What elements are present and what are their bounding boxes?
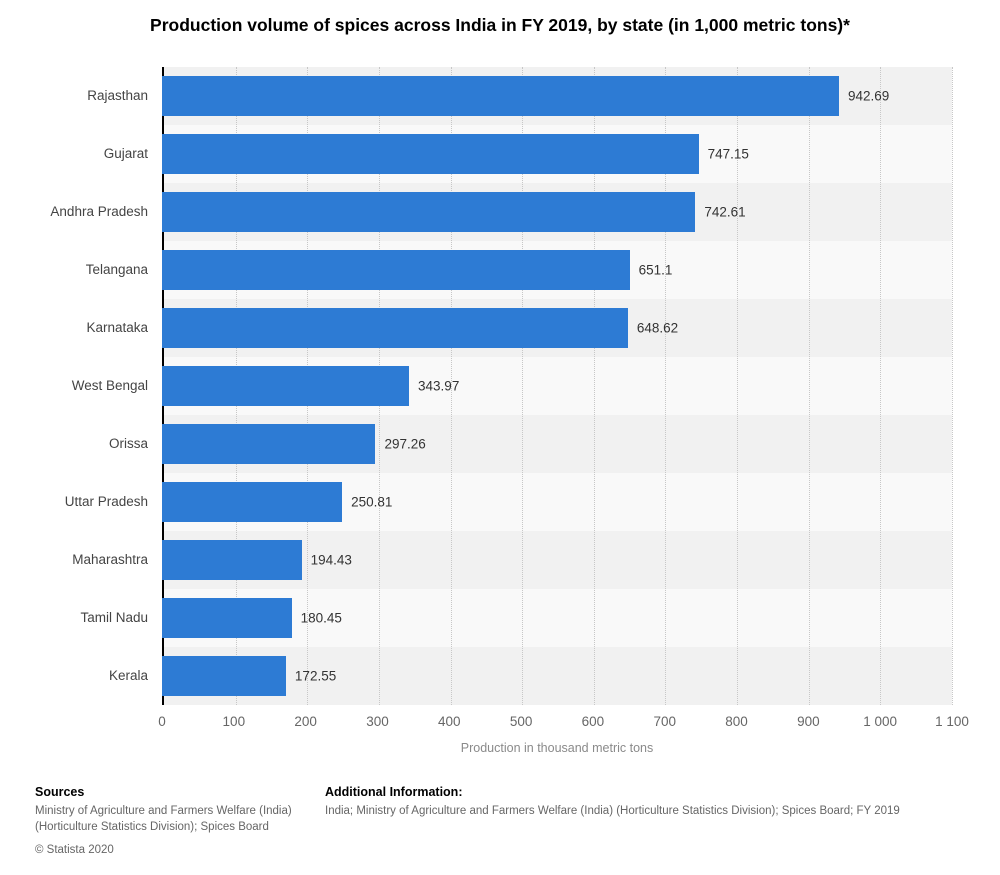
value-label: 297.26 (384, 436, 426, 452)
category-label: Karnataka (86, 320, 148, 336)
bar-chart: Rajasthan 942.69 Gujarat 747.15 Andhra Prade… (0, 66, 1000, 755)
bar-row: Karnataka 648.62 (0, 298, 1000, 357)
category-label: Andhra Pradesh (50, 204, 148, 220)
row-band: 648.62 (162, 298, 952, 357)
chart-title: Production volume of spices across India… (150, 15, 850, 35)
category-label: Orissa (108, 436, 148, 452)
category-label: Tamil Nadu (80, 610, 148, 626)
x-tick-label: 400 (438, 713, 461, 729)
footer: Sources Ministry of Agriculture and Farm… (35, 785, 965, 856)
bar-row: Telangana 651.1 (0, 240, 1000, 299)
category-label: Gujarat (103, 146, 148, 162)
sources-block: Sources Ministry of Agriculture and Farm… (35, 785, 325, 856)
bar-row: Andhra Pradesh 742.61 (0, 182, 1000, 241)
category-label: Kerala (108, 668, 148, 684)
value-label: 747.15 (707, 146, 749, 162)
category-label: Rajasthan (87, 88, 148, 104)
bar[interactable] (162, 365, 410, 406)
x-tick-label: 0 (158, 713, 166, 729)
x-tick-label: 800 (725, 713, 748, 729)
additional-info-text: India; Ministry of Agriculture and Farme… (325, 804, 900, 817)
value-label: 250.81 (351, 494, 393, 510)
bar[interactable] (162, 655, 286, 696)
x-tick-label: 1 000 (863, 713, 898, 729)
bar-row: Kerala 172.55 (0, 646, 1000, 705)
bar[interactable] (162, 539, 302, 580)
bar[interactable] (162, 597, 292, 638)
bar-row: Gujarat 747.15 (0, 124, 1000, 183)
category-label: Uttar Pradesh (64, 494, 148, 510)
sources-line-1: Ministry of Agriculture and Farmers Welf… (35, 804, 292, 817)
x-tick-label: 500 (509, 713, 533, 729)
value-label: 648.62 (636, 320, 679, 336)
x-tick-label: 100 (222, 713, 246, 729)
sources-heading: Sources (35, 784, 85, 799)
row-band: 250.81 (162, 472, 952, 531)
x-tick-label: 700 (653, 713, 676, 729)
bar[interactable] (162, 249, 630, 290)
row-band: 742.61 (162, 182, 952, 241)
value-label: 180.45 (300, 610, 342, 626)
bar-row: Maharashtra 194.43 (0, 530, 1000, 589)
value-label: 343.97 (418, 378, 460, 394)
bar-row: Tamil Nadu 180.45 (0, 588, 1000, 647)
bar[interactable] (162, 307, 628, 348)
value-label: 194.43 (310, 552, 352, 568)
category-label: West Bengal (71, 378, 148, 394)
bar-row: Rajasthan 942.69 (0, 66, 1000, 125)
bar-row: West Bengal 343.97 (0, 356, 1000, 415)
sources-line-2: (Horticulture Statistics Division); Spic… (35, 821, 269, 834)
bar[interactable] (162, 423, 376, 464)
row-band: 180.45 (162, 588, 952, 647)
x-tick-label: 1 100 (935, 713, 969, 729)
row-band: 747.15 (162, 124, 952, 183)
value-label: 651.1 (638, 262, 673, 278)
bar-row: Uttar Pradesh 250.81 (0, 472, 1000, 531)
bar-row: Orissa 297.26 (0, 414, 1000, 473)
row-band: 651.1 (162, 240, 952, 299)
x-tick-label: 900 (797, 713, 820, 729)
x-axis: 0 100 200 300 400 500 600 700 800 900 1 000 1 100 (158, 711, 969, 733)
category-label: Maharashtra (72, 552, 148, 568)
row-band: 343.97 (162, 356, 952, 415)
category-label: Telangana (85, 262, 148, 278)
row-band: 297.26 (162, 414, 952, 473)
bar[interactable] (162, 481, 343, 522)
row-band: 942.69 (162, 66, 952, 125)
value-label: 942.69 (848, 88, 890, 104)
x-axis-label: Production in thousand metric tons (460, 740, 654, 755)
x-tick-label: 300 (366, 713, 389, 729)
x-tick-label: 200 (294, 713, 317, 729)
bar[interactable] (162, 133, 699, 174)
row-band: 172.55 (162, 646, 952, 705)
additional-info-block: Additional Information: India; Ministry … (325, 785, 965, 856)
plot-area: Rajasthan 942.69 Gujarat 747.15 Andhra Prade… (0, 66, 1000, 705)
copyright: © Statista 2020 (35, 844, 114, 857)
row-band: 194.43 (162, 530, 952, 589)
bar[interactable] (162, 191, 696, 232)
additional-info-heading: Additional Information: (325, 784, 463, 799)
value-label: 172.55 (294, 668, 337, 684)
x-tick-label: 600 (581, 713, 605, 729)
value-label: 742.61 (704, 204, 746, 220)
bar[interactable] (162, 75, 840, 116)
